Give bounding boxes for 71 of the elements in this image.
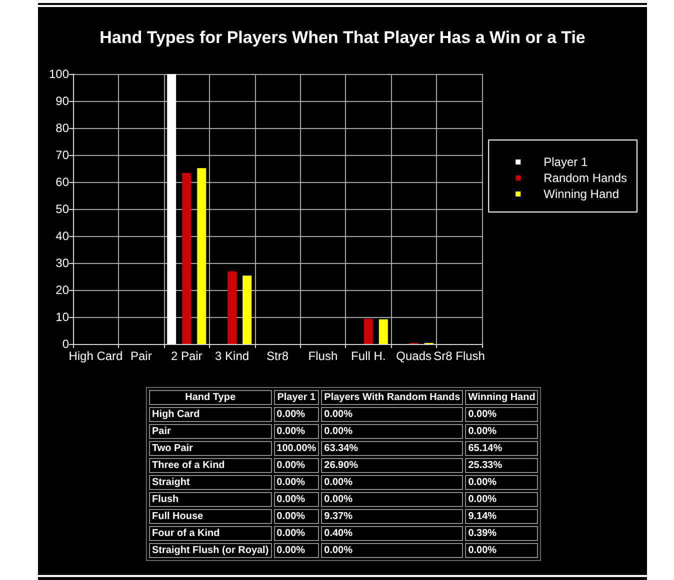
- x-tick-label: Full H.: [351, 349, 386, 363]
- text: 0.39%: [465, 526, 538, 541]
- text: 0.00%: [321, 543, 464, 558]
- text: High Card: [149, 407, 272, 422]
- bar: [228, 271, 237, 344]
- text: 0.00%: [321, 407, 464, 422]
- y-tick-label: 10: [56, 310, 70, 324]
- x-tick-label: Quads: [396, 349, 432, 363]
- text: Full House: [149, 509, 272, 524]
- chart-title: Hand Types for Players When That Player Has a Win or a Tie: [100, 28, 586, 47]
- text: 0.00%: [274, 492, 320, 507]
- y-tick-label: 30: [56, 256, 70, 270]
- x-tick-label: Pair: [130, 349, 152, 363]
- text: Straight Flush (or Royal): [149, 543, 272, 558]
- text: 0.00%: [274, 475, 320, 490]
- text: 0.00%: [274, 526, 320, 541]
- text: 0.00%: [274, 407, 320, 422]
- text: Player 1: [274, 390, 320, 405]
- text: 0.00%: [274, 424, 320, 439]
- bar: [378, 319, 388, 344]
- text: Pair: [149, 424, 272, 439]
- text: 0.00%: [465, 543, 538, 558]
- legend-label: Winning Hand: [544, 187, 619, 201]
- text: Two Pair: [149, 441, 272, 456]
- text: 65.14%: [465, 441, 538, 456]
- x-tick-label: Flush: [308, 349, 338, 363]
- y-tick-label: 50: [56, 202, 70, 216]
- text: 0.00%: [465, 475, 538, 490]
- text: 0.00%: [465, 492, 538, 507]
- text: Four of a Kind: [149, 526, 272, 541]
- text: Hand Type: [149, 390, 272, 405]
- text: 0.00%: [465, 424, 538, 439]
- y-tick-label: 70: [56, 148, 70, 162]
- text: 26.90%: [321, 458, 464, 473]
- x-tick-label: Str8: [266, 349, 289, 363]
- x-tick-label: 2 Pair: [170, 349, 202, 363]
- text: 9.14%: [465, 509, 538, 524]
- y-tick-label: 100: [48, 67, 70, 81]
- bar: [242, 276, 252, 344]
- text: Three of a Kind: [149, 458, 272, 473]
- y-tick-label: 60: [56, 175, 70, 189]
- text: 0.00%: [274, 509, 320, 524]
- x-tick-label: 3 Kind: [215, 349, 250, 363]
- text: 9.37%: [321, 509, 464, 524]
- text: 0.00%: [274, 543, 320, 558]
- bar: [167, 74, 176, 344]
- text: 25.33%: [465, 458, 538, 473]
- text: 0.00%: [321, 492, 464, 507]
- y-tick-label: 0: [62, 337, 70, 351]
- legend-label: Player 1: [544, 155, 588, 169]
- text: 0.00%: [274, 458, 320, 473]
- text: 100.00%: [274, 441, 320, 456]
- legend-label: Random Hands: [544, 171, 628, 185]
- bar: [182, 172, 192, 344]
- y-tick-label: 80: [56, 121, 70, 135]
- text: 63.34%: [321, 441, 464, 456]
- x-tick-label: Sr8 Flush: [434, 349, 485, 363]
- bar: [197, 168, 206, 344]
- y-tick-label: 40: [56, 229, 70, 243]
- text: 0.00%: [465, 407, 538, 422]
- text: Straight: [149, 475, 272, 490]
- y-tick-label: 20: [56, 283, 70, 297]
- text: Players With Random Hands: [321, 390, 464, 405]
- x-tick-label: High Card: [68, 349, 123, 363]
- text: 0.00%: [321, 424, 464, 439]
- text: Flush: [149, 492, 272, 507]
- text: 0.00%: [321, 475, 464, 490]
- text: 0.40%: [321, 526, 464, 541]
- bar: [364, 318, 373, 344]
- text: Winning Hand: [465, 390, 538, 405]
- y-tick-label: 90: [56, 94, 70, 108]
